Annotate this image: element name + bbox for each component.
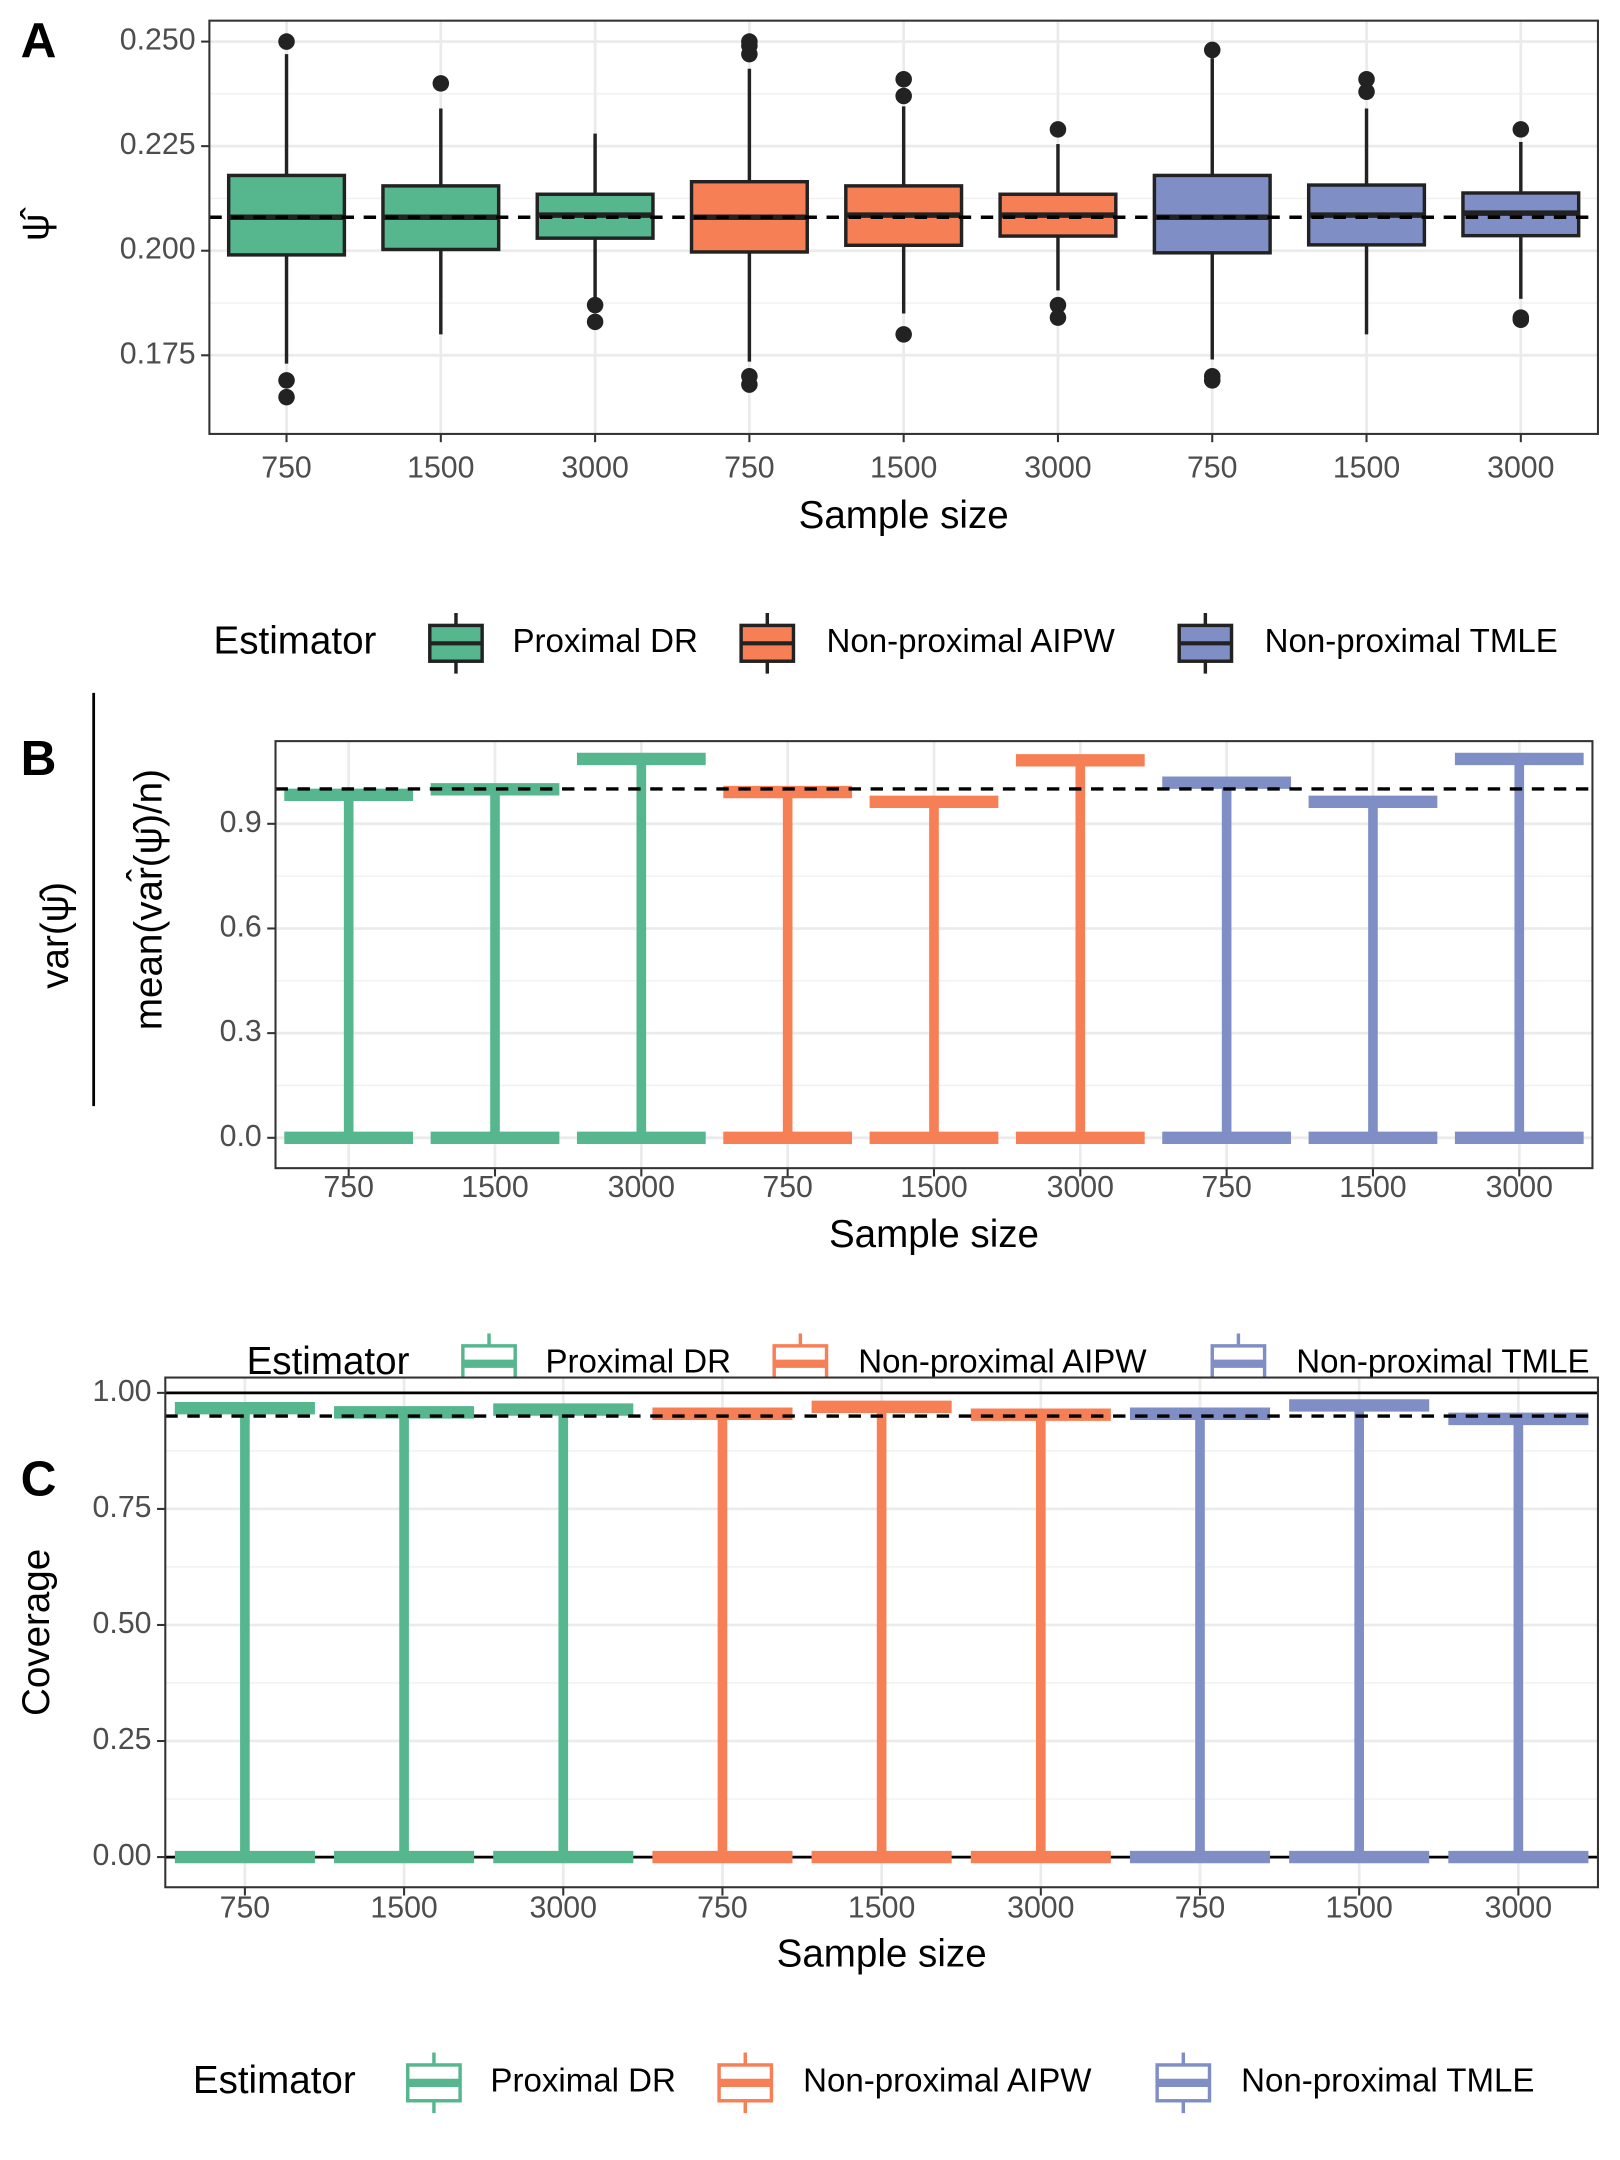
x-tick-label: 3000 <box>1485 1891 1552 1924</box>
panel-label: C <box>21 1450 57 1506</box>
x-tick-label: 1500 <box>461 1171 528 1204</box>
y-tick-label: 0.6 <box>220 910 262 943</box>
y-axis-title: Coverage <box>15 1549 58 1716</box>
x-tick-label: 3000 <box>1007 1891 1074 1924</box>
y-tick-label: 0.00 <box>93 1839 152 1872</box>
legend-label: Non-proximal TMLE <box>1296 1344 1589 1381</box>
outlier <box>586 313 604 331</box>
legend-label: Proximal DR <box>490 2063 675 2100</box>
y-tick-label: 1.00 <box>93 1375 152 1408</box>
y-tick-label: 0.175 <box>120 337 196 370</box>
outlier <box>1358 83 1375 101</box>
outlier <box>1049 296 1067 314</box>
outlier <box>895 87 912 105</box>
legend-label: Non-proximal TMLE <box>1241 2063 1534 2100</box>
x-tick-label: 750 <box>1201 1171 1252 1204</box>
legend-label: Non-proximal AIPW <box>858 1344 1147 1381</box>
plot-border <box>164 1376 1599 1889</box>
x-tick-label: 3000 <box>608 1171 675 1204</box>
box <box>1152 173 1272 255</box>
outlier <box>1203 372 1221 389</box>
outlier <box>741 376 758 393</box>
x-tick-label: 750 <box>697 1891 748 1924</box>
x-tick-label: 1500 <box>370 1891 437 1924</box>
outlier <box>1049 309 1067 326</box>
panel-label: B <box>21 730 57 786</box>
x-axis-title: Sample size <box>829 1213 1039 1256</box>
y-tick-label: 0.200 <box>120 233 196 266</box>
x-tick-label: 750 <box>1175 1891 1226 1924</box>
x-tick-label: 3000 <box>561 452 628 485</box>
legend-title: Estimator <box>193 2059 356 2102</box>
y-tick-label: 0.50 <box>93 1607 152 1640</box>
y-axis-title-numerator: var(ψ̂) <box>34 882 77 989</box>
outlier <box>741 45 758 63</box>
legend-title: Estimator <box>247 1340 410 1383</box>
x-tick-label: 750 <box>724 452 775 485</box>
outlier <box>895 326 912 343</box>
outlier <box>1049 121 1067 138</box>
x-axis-title: Sample size <box>799 494 1009 537</box>
y-tick-label: 0.75 <box>93 1491 152 1524</box>
x-tick-label: 1500 <box>407 452 474 485</box>
x-tick-label: 750 <box>323 1171 374 1204</box>
legend-label: Proximal DR <box>512 623 697 660</box>
plot-border <box>274 740 1594 1170</box>
legend-label: Proximal DR <box>546 1344 731 1381</box>
y-tick-label: 0.9 <box>220 806 262 839</box>
outlier <box>278 33 295 50</box>
y-axis-title: ψ̂ <box>15 207 58 241</box>
outlier <box>586 296 604 314</box>
x-tick-label: 3000 <box>1486 1171 1553 1204</box>
y-tick-label: 0.25 <box>93 1723 152 1756</box>
x-tick-label: 3000 <box>530 1891 597 1924</box>
legend-title: Estimator <box>214 620 377 663</box>
outlier <box>278 372 295 389</box>
legend-label: Non-proximal AIPW <box>827 623 1116 660</box>
y-tick-label: 0.3 <box>220 1015 262 1048</box>
panel-label: A <box>21 12 57 68</box>
outlier <box>1203 41 1221 59</box>
x-axis-title: Sample size <box>777 1932 987 1975</box>
outlier <box>1358 70 1375 88</box>
outlier <box>895 70 912 88</box>
x-tick-label: 1500 <box>900 1171 967 1204</box>
y-tick-label: 0.225 <box>120 128 196 161</box>
outlier <box>278 388 295 406</box>
x-tick-label: 1500 <box>870 452 937 485</box>
x-tick-label: 1500 <box>848 1891 915 1924</box>
x-tick-label: 750 <box>220 1891 271 1924</box>
x-tick-label: 3000 <box>1487 452 1554 485</box>
x-tick-label: 750 <box>1187 452 1238 485</box>
x-tick-label: 1500 <box>1333 452 1400 485</box>
outlier <box>432 75 450 92</box>
outlier <box>1512 121 1530 138</box>
outlier <box>1512 311 1530 329</box>
x-tick-label: 1500 <box>1339 1171 1406 1204</box>
x-tick-label: 3000 <box>1024 452 1091 485</box>
legend-label: Non-proximal TMLE <box>1265 623 1558 660</box>
y-tick-label: 0.0 <box>220 1120 262 1153</box>
plot-border <box>208 19 1599 435</box>
x-tick-label: 750 <box>762 1171 813 1204</box>
x-tick-label: 3000 <box>1047 1171 1114 1204</box>
legend-label: Non-proximal AIPW <box>803 2063 1092 2100</box>
x-tick-label: 750 <box>261 452 312 485</box>
y-tick-label: 0.250 <box>120 24 196 57</box>
y-axis-title-denominator: mean(var̂(ψ̂)/n) <box>126 769 171 1030</box>
x-tick-label: 1500 <box>1325 1891 1392 1924</box>
